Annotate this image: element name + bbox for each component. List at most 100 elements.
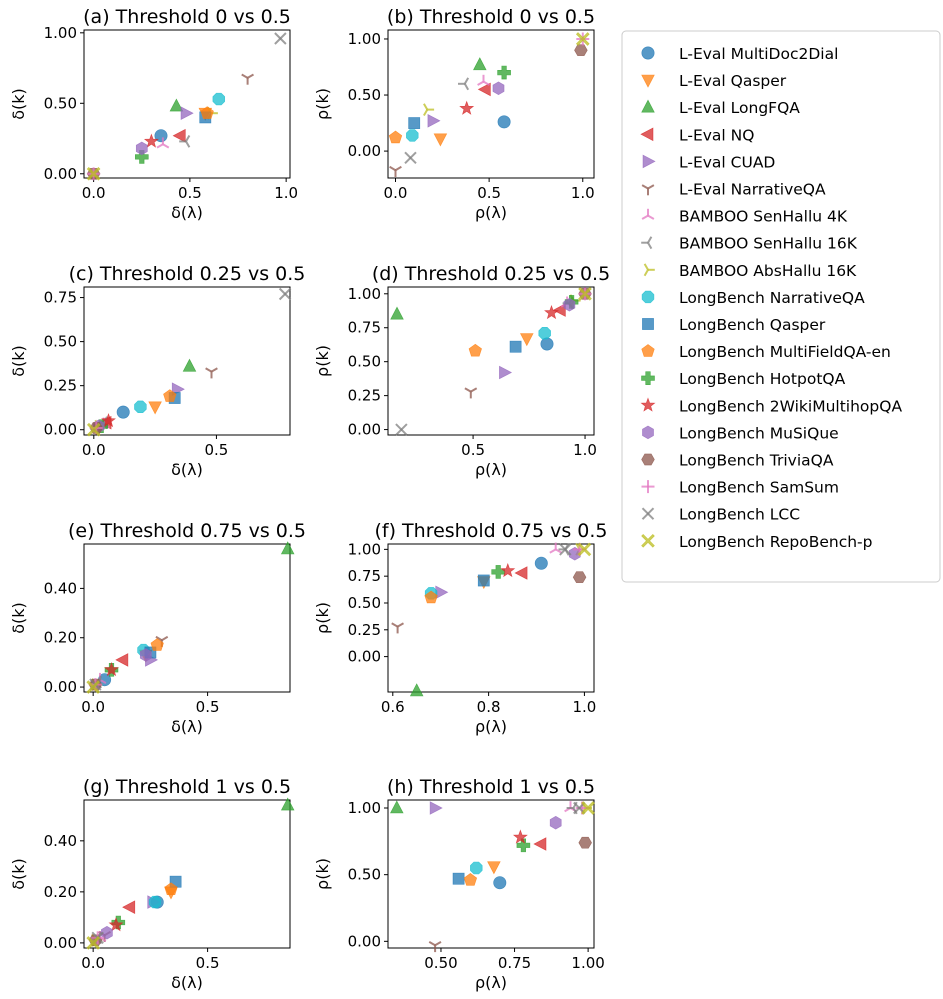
legend-frame <box>621 30 941 583</box>
data-point <box>428 941 442 953</box>
plot-frame <box>387 543 595 693</box>
x-tick-label: 1.0 <box>274 184 298 202</box>
legend-entry: LongBench LCC <box>641 506 800 524</box>
data-point <box>433 133 448 147</box>
legend-label: L-Eval MultiDoc2Dial <box>679 45 838 63</box>
legend-label: BAMBOO AbsHallu 16K <box>679 262 857 280</box>
y-tick-label: 0.00 <box>348 932 381 950</box>
legend-entry: LongBench TriviaQA <box>641 452 834 470</box>
data-point <box>408 117 421 129</box>
data-point <box>108 917 124 932</box>
y-tick-label: 0.40 <box>44 832 77 850</box>
data-point <box>457 77 470 91</box>
legend-entry: LongBench MuSiQue <box>642 424 839 442</box>
legend-marker <box>641 480 655 494</box>
x-tick-label: 0.5 <box>477 184 501 202</box>
x-axis-label: ρ(λ) <box>475 717 507 736</box>
y-axis-label: ρ(k) <box>313 88 332 120</box>
x-tick-label: 0.5 <box>178 184 202 202</box>
legend-entry: LongBench SamSum <box>641 479 839 497</box>
legend-marker <box>640 127 654 142</box>
data-point <box>241 73 254 85</box>
legend-entry: L-Eval CUAD <box>642 153 775 171</box>
data-point <box>388 130 403 144</box>
plot-frame <box>83 543 291 693</box>
y-axis-label: δ(k) <box>9 602 28 634</box>
data-point <box>491 565 506 579</box>
x-tick-label: 0.0 <box>81 954 105 972</box>
y-tick-label: 0.00 <box>44 421 77 439</box>
legend-label: L-Eval LongFQA <box>679 99 800 117</box>
y-axis-label: δ(k) <box>9 858 28 890</box>
legend-marker <box>641 208 655 220</box>
data-point <box>514 566 528 580</box>
legend-label: BAMBOO SenHallu 16K <box>679 235 858 253</box>
x-tick-label: 0.0 <box>384 184 408 202</box>
data-point <box>116 405 130 419</box>
y-tick-label: 0.20 <box>44 883 77 901</box>
data-point <box>395 423 408 436</box>
data-point <box>577 542 592 557</box>
legend-label: LongBench Qasper <box>679 316 826 334</box>
legend-entry: L-Eval NarrativeQA <box>641 181 826 199</box>
data-point <box>549 542 563 554</box>
legend-entry: L-Eval Qasper <box>641 72 787 90</box>
data-point <box>180 106 194 120</box>
data-point <box>540 337 554 351</box>
legend-marker <box>642 318 654 330</box>
data-point <box>464 387 478 399</box>
y-tick-label: 0.50 <box>348 353 381 371</box>
data-point <box>509 340 522 353</box>
data-point <box>487 861 501 875</box>
data-point <box>575 32 590 46</box>
data-point <box>493 876 507 890</box>
y-tick-label: 0.00 <box>348 648 381 666</box>
data-point <box>164 882 178 895</box>
data-point <box>86 422 101 437</box>
y-axis-label: δ(k) <box>9 345 28 377</box>
y-axis-label: ρ(k) <box>313 345 332 377</box>
x-tick-label: 0.6 <box>381 698 405 716</box>
legend: L-Eval MultiDoc2Dial L-Eval Qasper L-Eval … <box>621 30 941 583</box>
plot-frame <box>387 29 595 179</box>
data-point <box>499 365 513 380</box>
panel-title: (c) Threshold 0.25 vs 0.5 <box>69 263 306 285</box>
data-point <box>148 401 162 415</box>
data-point <box>477 82 491 97</box>
legend-entry: LongBench 2WikiMultihopQA <box>640 397 902 415</box>
y-tick-label: 0.25 <box>348 621 381 639</box>
y-tick-label: 1.00 <box>44 24 77 42</box>
y-tick-label: 0.50 <box>348 866 381 884</box>
y-tick-label: 0.00 <box>44 934 77 952</box>
data-point <box>156 137 170 149</box>
data-point <box>563 297 576 312</box>
panel-title: (f) Threshold 0.75 vs 0.5 <box>375 520 608 542</box>
data-point <box>135 150 149 164</box>
legend-label: LongBench 2WikiMultihopQA <box>679 397 902 415</box>
data-point <box>200 106 214 119</box>
legend-marker <box>641 533 655 548</box>
y-tick-label: 0.50 <box>44 333 77 351</box>
data-point <box>86 680 101 694</box>
data-point <box>424 590 438 604</box>
legend-marker <box>641 46 655 60</box>
y-tick-label: 1.00 <box>348 540 381 558</box>
y-tick-label: 0.00 <box>348 421 381 439</box>
data-point <box>578 836 592 849</box>
data-point <box>452 872 465 885</box>
data-point <box>477 74 490 86</box>
legend-marker <box>641 74 655 88</box>
data-point <box>459 100 475 115</box>
plot-frame <box>83 29 291 179</box>
data-point <box>391 622 404 634</box>
data-point <box>549 815 562 830</box>
data-point <box>280 541 295 555</box>
legend-entry: LongBench NarrativeQA <box>641 289 865 307</box>
x-tick-label: 1.0 <box>572 698 596 716</box>
data-point <box>182 358 197 372</box>
data-point <box>280 797 295 811</box>
x-tick-label: 1.0 <box>571 184 595 202</box>
data-point <box>143 133 159 148</box>
data-point <box>572 571 587 584</box>
data-point <box>559 543 572 556</box>
